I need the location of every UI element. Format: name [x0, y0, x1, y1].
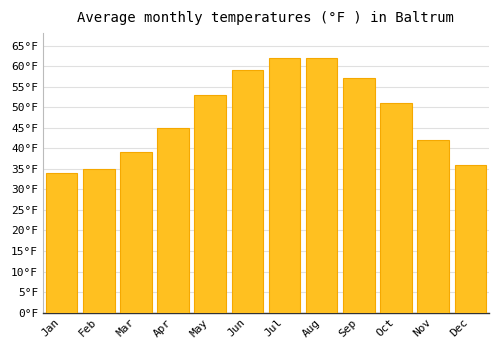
Bar [306, 58, 338, 313]
Bar [120, 152, 152, 313]
Bar [83, 169, 114, 313]
Bar [46, 173, 78, 313]
Bar [232, 70, 263, 313]
Bar [157, 128, 189, 313]
Bar [194, 95, 226, 313]
Bar [380, 103, 412, 313]
Bar [454, 165, 486, 313]
Title: Average monthly temperatures (°F ) in Baltrum: Average monthly temperatures (°F ) in Ba… [78, 11, 454, 25]
Bar [418, 140, 449, 313]
Bar [268, 58, 300, 313]
Bar [343, 78, 374, 313]
